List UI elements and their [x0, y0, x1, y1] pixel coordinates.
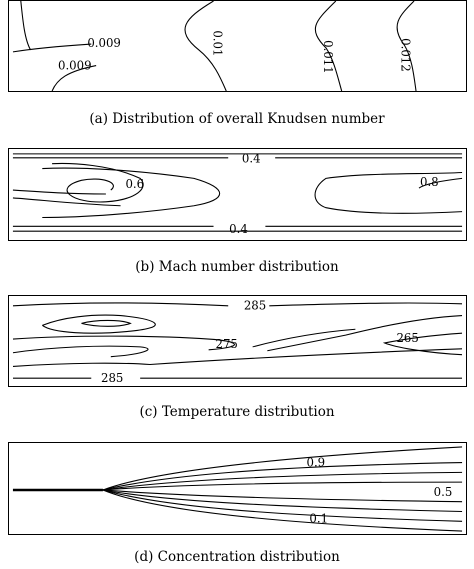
contour-line	[184, 1, 227, 91]
temperature-caption: (c) Temperature distribution	[139, 404, 335, 420]
contour-label: 285	[101, 371, 123, 385]
contour-label: 0.011	[321, 40, 335, 74]
contour-label: 265	[396, 331, 418, 345]
mach-contour-panel: 0.4 0.6 0.8 0.4	[8, 148, 467, 241]
contour-line	[81, 319, 132, 327]
knudsen-caption: (a) Distribution of overall Knudsen numb…	[89, 111, 385, 127]
contour-label: 0.9	[306, 455, 325, 469]
contour-line	[52, 162, 144, 203]
contour-line	[396, 1, 417, 91]
contour-label: 0.5	[434, 485, 453, 499]
temperature-contour-plot: 285 275 265 285	[12, 299, 463, 385]
concentration-contour-panel: 0.9 0.5 0.1	[8, 442, 467, 535]
contour-line	[314, 171, 463, 214]
contour-label: 0.6	[125, 177, 144, 191]
contour-line	[418, 177, 463, 189]
contour-line	[102, 446, 463, 491]
contour-line	[102, 489, 463, 503]
contour-label: 285	[244, 299, 266, 313]
contour-line	[12, 43, 92, 53]
contour-line	[12, 348, 463, 367]
knudsen-contour-panel: 0.009 0.009 0.01 0.011 0.012	[8, 0, 467, 92]
contour-label: 0.012	[398, 38, 412, 72]
contour-line	[12, 345, 149, 358]
concentration-contour-plot: 0.9 0.5 0.1	[12, 446, 463, 532]
contour-line	[102, 471, 463, 491]
contour-line	[102, 489, 463, 522]
contour-label: 0.009	[87, 36, 121, 50]
contour-line	[42, 314, 156, 334]
knudsen-contour-plot: 0.009 0.009 0.01 0.011 0.012	[12, 1, 417, 91]
contour-line	[12, 189, 106, 195]
contour-line	[314, 1, 343, 91]
contour-line	[12, 302, 463, 307]
contour-label: 275	[215, 337, 237, 351]
contour-line	[42, 167, 221, 219]
contour-label: 0.8	[420, 175, 439, 189]
contour-line	[102, 481, 463, 491]
mach-caption: (b) Mach number distribution	[135, 259, 339, 275]
contour-line	[382, 332, 463, 356]
contour-line	[102, 462, 463, 491]
temperature-contour-panel: 285 275 265 285	[8, 295, 467, 387]
contour-label: 0.009	[58, 58, 92, 72]
concentration-caption: (d) Concentration distribution	[134, 549, 340, 565]
contour-label: 0.4	[229, 222, 248, 236]
contour-line	[12, 197, 121, 207]
mach-contour-plot: 0.4 0.6 0.8 0.4	[12, 152, 463, 236]
contour-line	[102, 489, 463, 532]
contour-line	[267, 315, 463, 352]
contour-line	[51, 65, 97, 91]
contour-label: 0.4	[242, 152, 261, 166]
contour-label: 0.01	[211, 30, 225, 56]
contour-line	[12, 328, 356, 351]
contour-label: 0.1	[309, 511, 328, 525]
contour-line	[20, 1, 32, 51]
contour-line	[102, 489, 463, 513]
